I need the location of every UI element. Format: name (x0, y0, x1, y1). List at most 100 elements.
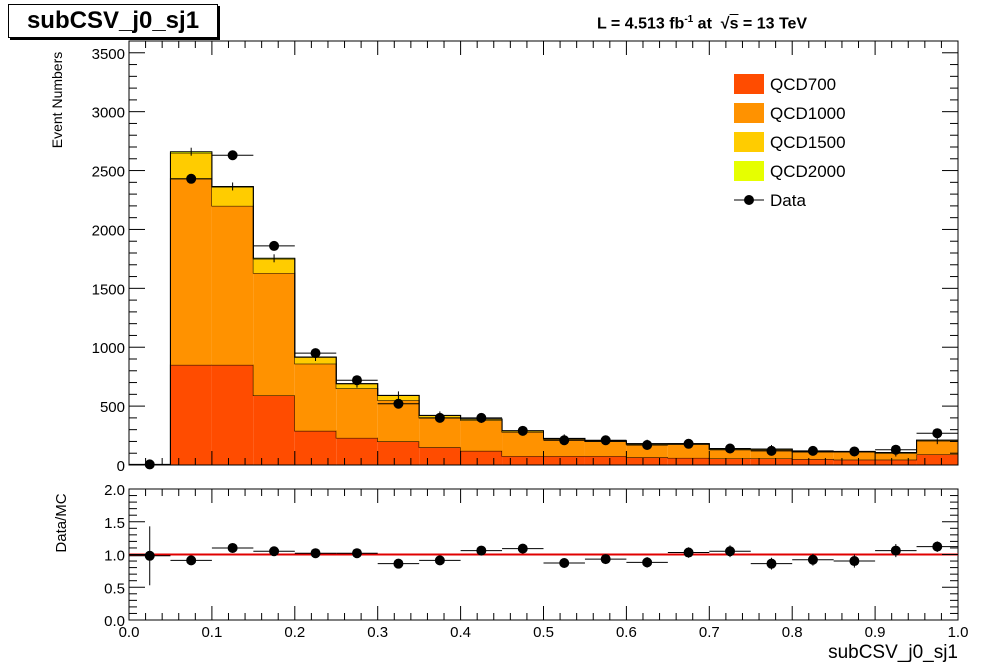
data-point-18 (890, 444, 901, 455)
bar-qcd1000-bin-10 (543, 439, 585, 457)
bar-qcd1500-bin-3 (253, 258, 295, 274)
bar-qcd1000-bin-11 (584, 441, 627, 457)
data-point-12 (642, 439, 653, 450)
bar-qcd1000-bin-13 (667, 444, 710, 458)
legend-marker-data (744, 195, 754, 205)
ratio-point-18 (890, 545, 901, 556)
data-point-4 (310, 348, 321, 359)
lumi-mid: at (693, 15, 721, 33)
main-ytick-label-500: 500 (100, 399, 125, 416)
bar-qcd1000-bin-9 (502, 432, 544, 457)
main-ytick-label-2500: 2500 (92, 164, 125, 181)
data-point-6 (393, 398, 404, 409)
ratio-point-10 (559, 558, 570, 569)
main-ytick-label-1000: 1000 (92, 340, 125, 357)
bar-qcd1000-bin-19 (916, 440, 958, 455)
bar-qcd700-bin-14 (709, 458, 751, 465)
bar-qcd700-bin-2 (211, 364, 254, 465)
data-point-1 (186, 173, 197, 184)
ratio-xtick-label-1: 1.0 (948, 624, 969, 641)
ratio-xtick-label-0.9: 0.9 (865, 624, 886, 641)
data-point-5 (351, 375, 362, 386)
ratio-xtick-label-0.4: 0.4 (450, 624, 471, 641)
lumi-exponent: -1 (684, 14, 694, 25)
bar-qcd1000-bin-5 (336, 388, 378, 438)
ratio-y-axis-label: Data/MC (53, 493, 70, 552)
bar-qcd700-bin-12 (626, 457, 668, 465)
legend-label-qcd2000: QCD2000 (770, 162, 846, 181)
ratio-point-15 (766, 558, 777, 569)
data-point-11 (600, 435, 611, 446)
bar-qcd700-bin-4 (294, 430, 337, 465)
ratio-point-2 (227, 542, 238, 553)
bar-qcd700-bin-16 (792, 459, 834, 465)
ratio-point-7 (434, 555, 445, 566)
legend-label-qcd700: QCD700 (770, 75, 836, 94)
ratio-point-1 (186, 555, 197, 566)
data-point-2 (227, 150, 238, 161)
main-plot: 0 500 1000 1500 2000 2500 3000 3500 QCD700 QCD100… (92, 40, 959, 475)
ratio-xtick-label-0: 0.0 (119, 624, 140, 641)
ratio-point-16 (807, 554, 818, 565)
bar-qcd700-bin-15 (750, 458, 793, 465)
ratio-point-6 (393, 558, 404, 569)
bar-qcd700-bin-11 (584, 456, 627, 465)
legend-swatch-qcd1500 (734, 132, 764, 152)
legend-swatch-qcd2000 (734, 161, 764, 181)
ratio-xtick-label-0.6: 0.6 (616, 624, 637, 641)
bar-qcd1000-bin-2 (211, 205, 254, 365)
bar-qcd700-bin-8 (460, 450, 503, 465)
sqrt-symbol: √ (720, 15, 730, 33)
main-y-axis-label: Event Numbers (49, 52, 65, 148)
data-point-15 (766, 445, 777, 456)
ratio-ytick-label-2: 2.0 (104, 482, 125, 499)
data-point-17 (849, 446, 860, 457)
data-point-14 (725, 443, 736, 454)
ratio-point-17 (849, 556, 860, 567)
bar-qcd1000-bin-3 (253, 273, 295, 396)
ratio-plot: 0.0 0.5 1.0 1.5 2.0 0.0 0.1 0.2 0.3 0.4 0.5 0.6 0.7 0… (104, 482, 968, 641)
ratio-xtick-label-0.8: 0.8 (782, 624, 803, 641)
ratio-point-9 (517, 543, 528, 554)
ratio-point-12 (642, 557, 653, 568)
main-ytick-label-1500: 1500 (92, 281, 125, 298)
bar-qcd700-bin-13 (667, 457, 710, 465)
ratio-point-0 (144, 550, 155, 561)
sqrt-s: s (729, 15, 739, 33)
main-ytick-label-0: 0 (117, 458, 125, 475)
ratio-point-13 (683, 547, 694, 558)
bar-qcd700-bin-5 (336, 437, 378, 465)
bar-qcd700-bin-7 (419, 447, 461, 465)
ratio-xtick-label-0.5: 0.5 (533, 624, 554, 641)
x-axis-label: subCSV_j0_sj1 (828, 642, 958, 663)
legend-label-qcd1500: QCD1500 (770, 133, 846, 152)
data-point-19 (932, 428, 943, 439)
data-point-0 (144, 459, 155, 470)
data-point-10 (559, 435, 570, 446)
bar-qcd1000-bin-8 (460, 420, 503, 451)
legend-label-data: Data (770, 191, 806, 210)
bar-qcd1000-bin-4 (294, 363, 337, 431)
bar-qcd700-bin-1 (170, 364, 212, 465)
legend-swatch-qcd700 (734, 74, 764, 94)
ratio-xtick-label-0.3: 0.3 (367, 624, 388, 641)
main-ytick-label-3500: 3500 (92, 46, 125, 63)
histogram-title: subCSV_j0_sj1 (8, 4, 218, 38)
bar-qcd1000-bin-12 (626, 444, 668, 458)
ratio-point-5 (351, 548, 362, 559)
data-point-8 (476, 412, 487, 423)
bar-qcd700-bin-10 (543, 456, 585, 465)
bar-qcd700-bin-9 (502, 456, 544, 465)
ratio-point-3 (269, 546, 280, 557)
main-ytick-label-2000: 2000 (92, 222, 125, 239)
ratio-point-8 (476, 545, 487, 556)
energy-label: = 13 TeV (738, 15, 808, 33)
ratio-point-11 (600, 554, 611, 565)
ratio-point-4 (310, 548, 321, 559)
bar-qcd700-bin-17 (833, 459, 876, 465)
data-point-9 (517, 425, 528, 436)
data-point-16 (807, 445, 818, 456)
legend-label-qcd1000: QCD1000 (770, 104, 846, 123)
legend-swatch-qcd1000 (734, 103, 764, 123)
